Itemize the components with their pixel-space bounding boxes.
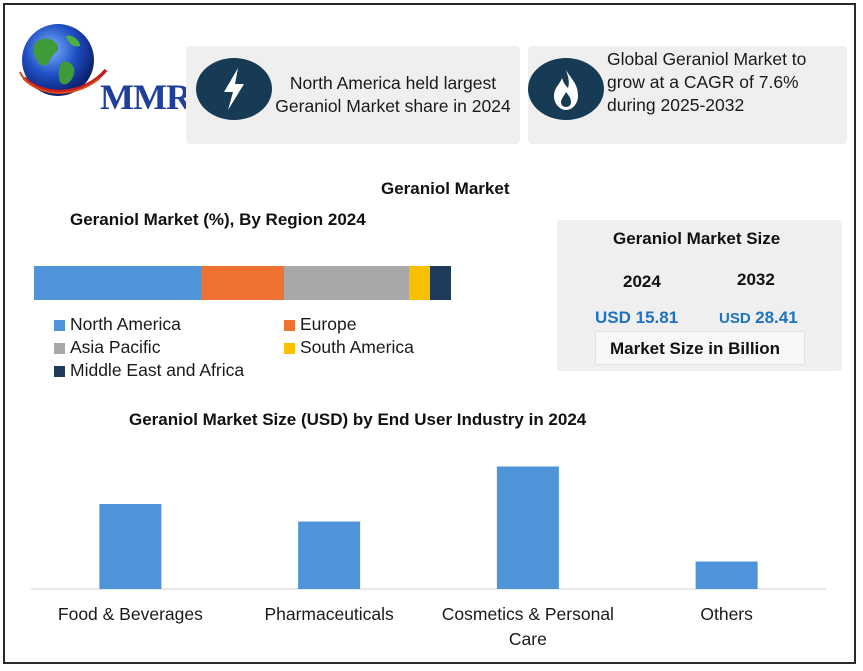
market-size-footer: Market Size in Billion (610, 339, 781, 358)
value-2032-number: 28.41 (755, 308, 798, 327)
industry-bar-cosmetics-personal-care (496, 466, 559, 589)
market-size-title: Geraniol Market Size (613, 229, 781, 248)
region-segment-south-america (409, 266, 431, 300)
market-size-footer-box: Market Size in Billion (595, 331, 805, 365)
mmr-logo: MMR (14, 18, 192, 117)
category-label-line: Pharmaceuticals (264, 604, 394, 624)
legend-swatch-europe (284, 320, 295, 331)
legend-south-america: South America (300, 337, 414, 357)
region-segment-asia-pacific (284, 266, 410, 300)
category-label-food-beverages: Food & Beverages (30, 602, 230, 627)
flame-icon (528, 58, 604, 120)
year-2032: 2032 (737, 270, 775, 289)
logo-text: MMR (100, 77, 192, 117)
globe-logo-icon (19, 24, 108, 96)
legend-europe: Europe (300, 314, 357, 334)
infographic-frame (3, 3, 856, 664)
category-label-cosmetics-personal-care: Cosmetics & Personal Care (428, 602, 628, 652)
market-size-panel: Geraniol Market Size 2024 2032 USD 15.81… (557, 220, 842, 371)
industry-bar-food-beverages (99, 504, 162, 589)
value-2024: USD 15.81 (595, 308, 679, 327)
info-card-cagr: Global Geraniol Market to grow at a CAGR… (528, 46, 847, 144)
region-segment-north-america (34, 266, 201, 300)
card-text: Global Geraniol Market to grow at a CAGR… (607, 48, 847, 117)
card-line-2: grow at a CAGR of 7.6% (607, 72, 799, 92)
card-text: North America held largest Geraniol Mark… (268, 72, 518, 118)
category-label-others: Others (627, 602, 827, 627)
category-label-line: Cosmetics & Personal (441, 604, 614, 624)
region-chart-title: Geraniol Market (%), By Region 2024 (70, 210, 366, 229)
legend-asia-pacific: Asia Pacific (70, 337, 161, 357)
legend-swatch-north-america (54, 320, 65, 331)
industry-bar-others (695, 561, 758, 589)
lightning-icon (196, 58, 272, 120)
value-2032-prefix: USD (719, 310, 751, 327)
info-card-north-america: North America held largest Geraniol Mark… (186, 46, 520, 144)
region-segment-europe (200, 266, 285, 300)
industry-chart-title: Geraniol Market Size (USD) by End User I… (129, 410, 587, 429)
legend-swatch-middle-east-africa (54, 366, 65, 377)
region-segment-middle-east-and-africa (430, 266, 451, 300)
card-line-1: Global Geraniol Market to (607, 49, 807, 69)
industry-bar-pharmaceuticals (298, 521, 361, 589)
category-label-line: Others (700, 604, 753, 624)
legend-swatch-asia-pacific (54, 343, 65, 354)
legend-swatch-south-america (284, 343, 295, 354)
category-label-line: Food & Beverages (57, 604, 203, 624)
card-line-3: during 2025-2032 (607, 95, 745, 115)
legend-middle-east-africa: Middle East and Africa (70, 360, 245, 380)
page-title: Geraniol Market (381, 179, 510, 198)
year-2024: 2024 (623, 272, 661, 291)
value-2032: USD 28.41 (719, 308, 798, 328)
category-label-pharmaceuticals: Pharmaceuticals (229, 602, 429, 627)
card-line-1: North America held largest (289, 73, 497, 93)
legend-north-america: North America (70, 314, 181, 334)
category-label-line: Care (508, 629, 547, 649)
region-stacked-bar (34, 266, 451, 300)
card-line-2: Geraniol Market share in 2024 (275, 96, 511, 116)
